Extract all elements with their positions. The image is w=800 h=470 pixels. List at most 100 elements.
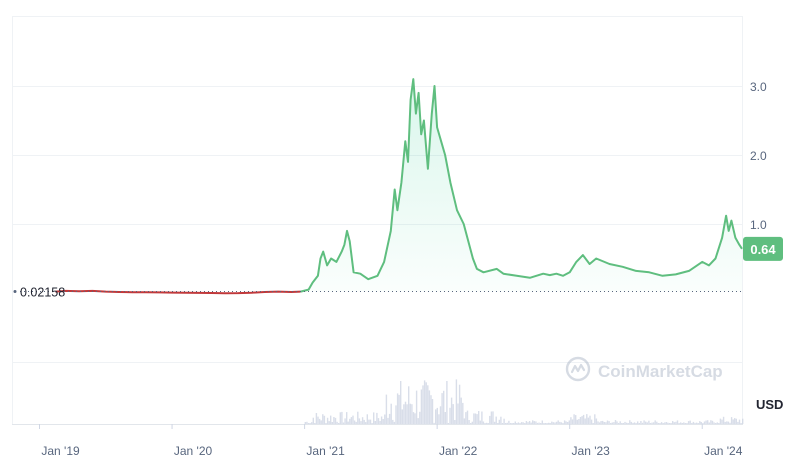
volume-bar xyxy=(638,423,640,424)
volume-bar xyxy=(732,419,734,424)
volume-bar xyxy=(683,422,685,424)
volume-bar xyxy=(713,422,715,424)
volume-bar xyxy=(641,422,644,424)
volume-bar xyxy=(563,420,566,424)
x-tick-label: Jan '19 xyxy=(41,444,80,458)
volume-bar xyxy=(349,418,351,424)
volume-bar xyxy=(707,420,709,424)
volume-bar xyxy=(479,420,481,424)
volume-bar xyxy=(309,423,311,424)
volume-bar xyxy=(355,421,357,424)
volume-bar xyxy=(379,421,381,424)
volume-bar xyxy=(708,422,710,424)
volume-bar xyxy=(637,421,639,424)
volume-bar xyxy=(606,420,609,424)
volume-bar xyxy=(455,379,458,424)
volume-bar xyxy=(401,409,403,424)
volume-bar xyxy=(511,423,513,424)
volume-bar xyxy=(417,418,419,424)
volume-bar xyxy=(541,420,543,424)
volume-bar xyxy=(562,423,564,424)
volume-bar xyxy=(462,402,464,424)
volume-bar xyxy=(393,421,396,424)
volume-bar xyxy=(578,419,580,424)
volume-bar xyxy=(625,422,628,424)
volume-bar xyxy=(431,399,434,424)
volume-bar xyxy=(318,418,321,424)
volume-bar xyxy=(420,389,423,424)
volume-bar xyxy=(613,422,615,424)
price-line-above-baseline xyxy=(300,78,743,293)
volume-bar xyxy=(734,418,736,424)
volume-bar xyxy=(565,421,567,424)
volume-bar xyxy=(516,423,518,424)
volume-bar xyxy=(450,397,453,424)
volume-bar xyxy=(320,420,322,424)
volume-bar xyxy=(505,423,507,424)
volume-bar xyxy=(543,423,545,424)
volume-bar xyxy=(306,421,308,424)
volume-bar xyxy=(433,422,435,424)
volume-bar xyxy=(482,421,485,424)
volume-bar xyxy=(519,423,521,424)
volume-bar xyxy=(497,423,499,424)
volume-bar xyxy=(438,414,440,424)
volume-bar xyxy=(441,393,443,424)
volume-bar xyxy=(473,413,475,424)
volume-bar xyxy=(353,420,356,424)
volume-bar xyxy=(485,422,488,424)
volume-bar xyxy=(738,419,741,424)
volume-bar xyxy=(730,417,733,424)
volume-bars xyxy=(304,379,744,424)
volume-bar xyxy=(478,411,480,424)
volume-bar xyxy=(369,419,372,424)
volume-bar xyxy=(525,421,528,424)
volume-bar xyxy=(530,422,532,424)
volume-bar xyxy=(742,418,744,424)
volume-bar xyxy=(435,409,437,424)
volume-bar xyxy=(605,422,607,424)
volume-bar xyxy=(727,421,730,424)
volume-bar xyxy=(549,423,551,424)
volume-bar xyxy=(350,417,353,424)
volume-bar xyxy=(446,381,448,424)
coinmarketcap-watermark: CoinMarketCap xyxy=(565,356,723,382)
volume-bar xyxy=(495,416,497,424)
volume-bar xyxy=(672,421,674,424)
y-tick-label: 2.0 xyxy=(750,149,767,163)
volume-bar xyxy=(412,412,415,424)
volume-bar xyxy=(428,390,431,424)
volume-bar xyxy=(522,422,524,424)
volume-bar xyxy=(721,419,723,424)
volume-bar xyxy=(371,423,373,424)
volume-bar xyxy=(659,423,661,424)
price-area-fill xyxy=(300,79,742,292)
volume-bar xyxy=(357,411,359,424)
volume-bar xyxy=(575,415,577,424)
volume-bar xyxy=(546,423,548,424)
volume-bar xyxy=(341,411,343,424)
volume-bar xyxy=(326,417,329,424)
volume-bar xyxy=(513,423,515,424)
volume-bar xyxy=(657,423,660,424)
volume-bar xyxy=(317,416,319,424)
volume-bar xyxy=(387,417,389,424)
volume-bar xyxy=(380,416,383,424)
volume-bar xyxy=(328,421,330,424)
volume-bar xyxy=(715,423,717,424)
volume-bar xyxy=(487,423,489,424)
volume-bar xyxy=(366,414,368,424)
volume-bar xyxy=(716,422,718,424)
volume-bar xyxy=(414,413,416,424)
volume-bar xyxy=(603,422,605,424)
volume-bar xyxy=(651,422,653,424)
volume-bar xyxy=(449,407,451,424)
volume-bar xyxy=(339,412,341,424)
volume-bar xyxy=(509,423,512,424)
volume-bar xyxy=(392,419,394,424)
volume-bar xyxy=(664,422,666,424)
volume-bar xyxy=(544,423,547,424)
volume-bar xyxy=(490,411,493,424)
volume-bar xyxy=(338,423,340,424)
volume-bar xyxy=(697,423,699,424)
